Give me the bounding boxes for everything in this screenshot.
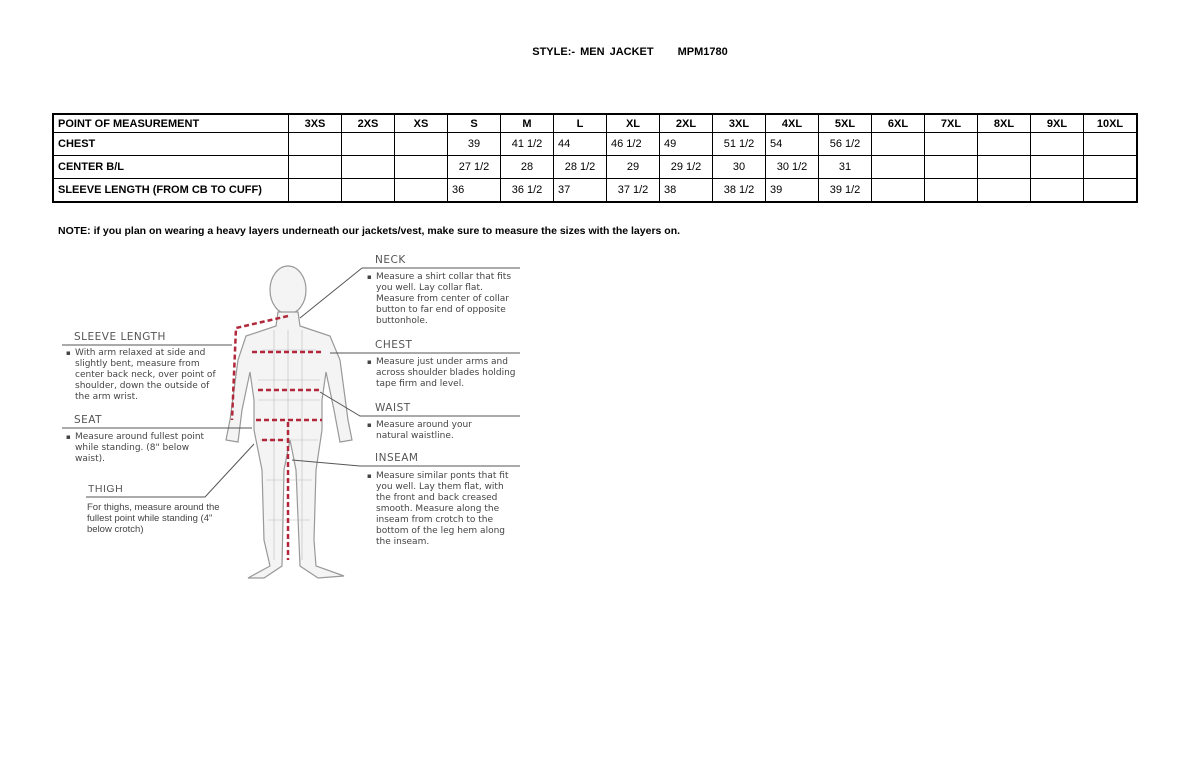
sleeve-length-text: With arm relaxed at side and slightly be… — [66, 348, 225, 403]
measurement-name: CENTER B/L — [52, 155, 289, 179]
measurement-cell — [1030, 178, 1084, 203]
table-row: CENTER B/L 27 1/2 28 28 1/2 29 29 1/2 30 30 1/2… — [52, 155, 1138, 179]
size-header: 7XL — [924, 113, 978, 133]
measurement-cell — [1083, 178, 1138, 203]
measurement-cell — [924, 178, 978, 203]
chest-text: Measure just under arms and across shoul… — [367, 357, 521, 390]
measurement-cell: 38 — [659, 178, 713, 203]
measurement-cell — [871, 178, 925, 203]
measurement-cell: 30 — [712, 155, 766, 179]
size-header: XS — [394, 113, 448, 133]
measurement-cell: 51 1/2 — [712, 132, 766, 156]
note: NOTE: if you plan on wearing a heavy lay… — [58, 225, 681, 237]
neck-label: NECK — [375, 254, 406, 266]
seat-text: Measure around fullest point while stand… — [66, 432, 210, 465]
seat-label: SEAT — [74, 414, 103, 426]
leader-lines — [62, 267, 520, 498]
measurement-cell — [977, 155, 1031, 179]
measurement-name: SLEEVE LENGTH (FROM CB TO CUFF) — [52, 178, 289, 203]
measurement-cell — [924, 155, 978, 179]
measurement-cell: 37 1/2 — [606, 178, 660, 203]
measurement-cell: 29 — [606, 155, 660, 179]
measure-lines — [230, 314, 324, 560]
size-header: 10XL — [1083, 113, 1138, 133]
measurement-cell — [341, 132, 395, 156]
measurement-cell — [288, 155, 342, 179]
measurement-cell — [341, 155, 395, 179]
measurement-cell: 54 — [765, 132, 819, 156]
neck-text: Measure a shirt collar that fits you wel… — [367, 272, 521, 327]
measurement-cell: 31 — [818, 155, 872, 179]
measurement-cell — [1083, 155, 1138, 179]
measurement-cell — [1030, 155, 1084, 179]
inseam-label: INSEAM — [375, 452, 419, 464]
measurement-cell: 41 1/2 — [500, 132, 554, 156]
style-name: STYLE:- MEN JACKET — [532, 46, 654, 58]
inseam-text: Measure similar ponts that fit you well.… — [367, 471, 521, 548]
measurement-cell: 28 — [500, 155, 554, 179]
size-header: 6XL — [871, 113, 925, 133]
measurement-cell: 28 1/2 — [553, 155, 607, 179]
measurement-name: CHEST — [52, 132, 289, 156]
size-header: 5XL — [818, 113, 872, 133]
measurement-cell — [341, 178, 395, 203]
measurement-cell — [394, 155, 448, 179]
thigh-text: For thighs, measure around the fullest p… — [87, 502, 220, 535]
measurement-cell: 27 1/2 — [447, 155, 501, 179]
thigh-label: THIGH — [88, 483, 124, 495]
measurement-cell — [288, 178, 342, 203]
sleeve-length-label: SLEEVE LENGTH — [74, 331, 166, 343]
waist-label: WAIST — [375, 402, 411, 414]
document-title: STYLE:- MEN JACKET MPM1780 — [0, 46, 1200, 58]
size-table: POINT OF MEASUREMENT 3XS 2XS XS S M L XL 2XL 3XL 4… — [52, 113, 1138, 203]
table-row: SLEEVE LENGTH (FROM CB TO CUFF) 36 36 1/2 3… — [52, 178, 1138, 203]
measurement-cell: 39 — [447, 132, 501, 156]
table-row: CHEST 39 41 1/2 44 46 1/2 49 51 1/2 54 56 1/2 — [52, 132, 1138, 156]
measurement-cell: 29 1/2 — [659, 155, 713, 179]
measurement-cell: 38 1/2 — [712, 178, 766, 203]
measurement-cell: 36 1/2 — [500, 178, 554, 203]
size-header: XL — [606, 113, 660, 133]
waist-text: Measure around your natural waistline. — [367, 420, 496, 442]
style-code: MPM1780 — [677, 46, 728, 58]
measurement-cell: 30 1/2 — [765, 155, 819, 179]
measurement-cell: 46 1/2 — [606, 132, 660, 156]
measurement-cell — [871, 155, 925, 179]
human-figure — [225, 265, 353, 579]
measurement-cell — [924, 132, 978, 156]
chest-label: CHEST — [375, 339, 413, 351]
measurement-cell — [394, 178, 448, 203]
